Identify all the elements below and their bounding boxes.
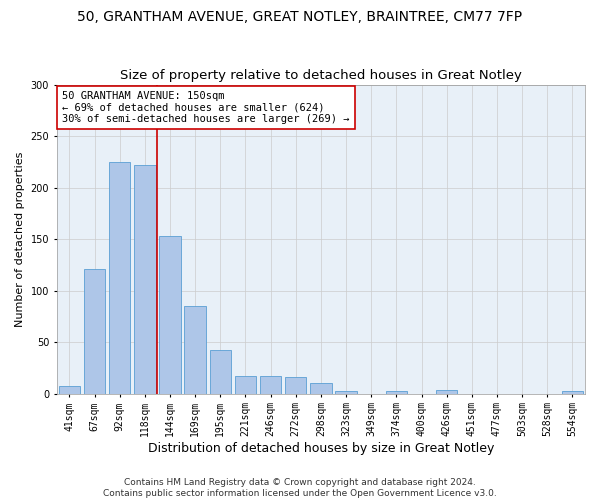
Bar: [310, 384, 332, 394]
Text: 50 GRANTHAM AVENUE: 150sqm
← 69% of detached houses are smaller (624)
30% of sem: 50 GRANTHAM AVENUE: 150sqm ← 69% of deta…: [62, 90, 350, 124]
Bar: [59, 386, 80, 394]
Bar: [436, 390, 457, 394]
X-axis label: Distribution of detached houses by size in Great Notley: Distribution of detached houses by size …: [148, 442, 494, 455]
Bar: [160, 236, 181, 394]
Bar: [562, 392, 583, 394]
Bar: [235, 376, 256, 394]
Bar: [209, 350, 231, 394]
Bar: [184, 306, 206, 394]
Title: Size of property relative to detached houses in Great Notley: Size of property relative to detached ho…: [120, 69, 522, 82]
Bar: [84, 269, 105, 394]
Bar: [285, 377, 307, 394]
Y-axis label: Number of detached properties: Number of detached properties: [15, 152, 25, 326]
Bar: [335, 392, 357, 394]
Bar: [109, 162, 130, 394]
Bar: [134, 165, 155, 394]
Bar: [260, 376, 281, 394]
Bar: [386, 392, 407, 394]
Text: 50, GRANTHAM AVENUE, GREAT NOTLEY, BRAINTREE, CM77 7FP: 50, GRANTHAM AVENUE, GREAT NOTLEY, BRAIN…: [77, 10, 523, 24]
Text: Contains HM Land Registry data © Crown copyright and database right 2024.
Contai: Contains HM Land Registry data © Crown c…: [103, 478, 497, 498]
